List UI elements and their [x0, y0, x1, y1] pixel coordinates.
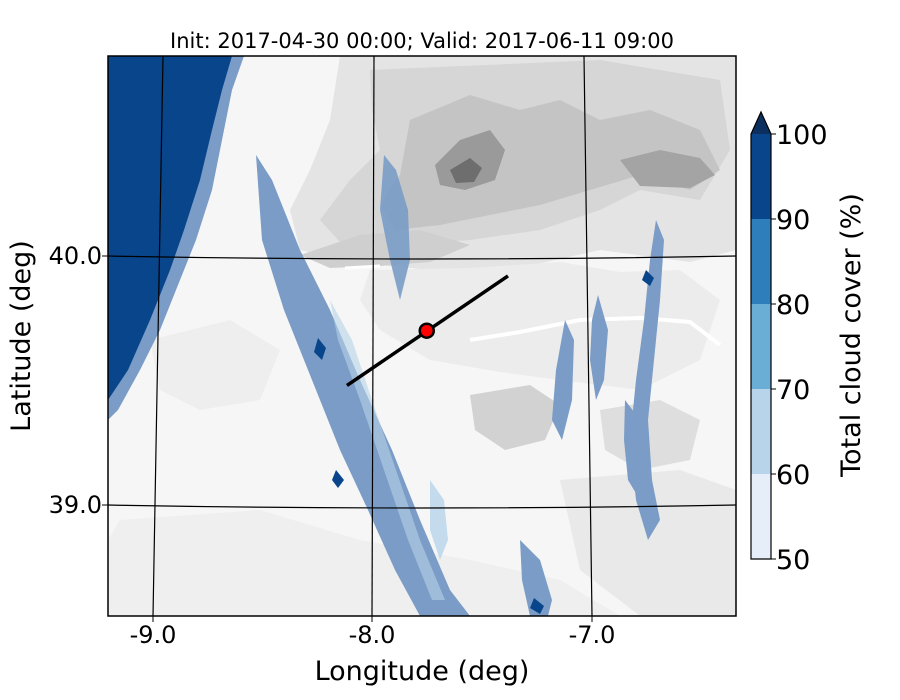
y-tick-label: 40.0 — [49, 242, 102, 270]
location-marker — [418, 322, 435, 339]
parallel-39 — [108, 504, 736, 509]
colorbar-label: Total cloud cover (%) — [836, 193, 867, 478]
cloud-dark-spot-4 — [530, 598, 544, 614]
cloud-streak-7 — [430, 480, 448, 560]
meridian--7 — [583, 56, 593, 616]
cloud-streak-6 — [520, 540, 552, 616]
x-tick-label: -8.0 — [349, 621, 396, 649]
colorbar-extend-arrow — [751, 112, 771, 134]
cloud-dark-spot-2 — [332, 470, 344, 488]
x-tick-label: -7.0 — [569, 621, 616, 649]
colorbar-segment-80-90 — [751, 219, 771, 304]
x-axis-label: Longitude (deg) — [315, 656, 530, 687]
cloud-streak-5 — [624, 400, 646, 500]
y-axis-label: Latitude (deg) — [6, 240, 37, 432]
cloud-diagonal-band — [256, 155, 470, 616]
cloud-dark-spot-1 — [314, 338, 326, 360]
cloud-diagonal-edge — [330, 300, 445, 600]
cloud-streak-2 — [552, 320, 574, 440]
river-line — [469, 315, 722, 347]
colorbar-outline — [750, 110, 772, 560]
graticule — [108, 56, 736, 616]
terrain-lowland-south — [108, 510, 620, 616]
y-tick-label: 39.0 — [49, 491, 102, 519]
meridian--8 — [371, 56, 375, 616]
cloud-dark-spot-3 — [642, 270, 654, 286]
cloud-streak-1 — [380, 155, 410, 300]
cloud-layer — [108, 56, 664, 616]
colorbar-segment-60-70 — [751, 389, 771, 474]
colorbar-tick-label: 50 — [776, 545, 810, 576]
x-tick-label: -9.0 — [130, 621, 177, 649]
chart-title: Init: 2017-04-30 00:00; Valid: 2017-06-1… — [170, 29, 674, 53]
meridian--9 — [152, 56, 164, 616]
colorbar-segment-50-60 — [751, 474, 771, 559]
colorbar-tick-label: 90 — [776, 205, 810, 236]
map-frame — [107, 55, 737, 617]
colorbar-segment-90-100 — [751, 134, 771, 219]
terrain-peak-2 — [450, 158, 482, 183]
terrain-peak-3 — [620, 150, 715, 188]
cloud-streak-3 — [590, 295, 608, 400]
terrain-hills-southeast — [470, 385, 560, 450]
cloud-coastal-core — [108, 56, 232, 400]
colorbar-tick-label: 60 — [776, 460, 810, 491]
terrain-hills-west — [150, 320, 280, 410]
y-axis: 40.0 39.0 Latitude (deg) — [6, 240, 108, 519]
parallel-40 — [108, 255, 736, 260]
colorbar-tick-label: 80 — [776, 290, 810, 321]
river-line-2 — [344, 264, 381, 270]
colorbar: 50 60 70 80 90 100 Total cloud cover (%) — [750, 110, 867, 576]
map-area — [108, 56, 736, 616]
colorbar-segment-70-80 — [751, 304, 771, 389]
terrain-ridge-upper — [380, 95, 720, 230]
x-axis: -9.0 -8.0 -7.0 Longitude (deg) — [130, 616, 616, 687]
colorbar-tick-label: 100 — [776, 120, 828, 151]
colorbar-tick-label: 70 — [776, 375, 810, 406]
